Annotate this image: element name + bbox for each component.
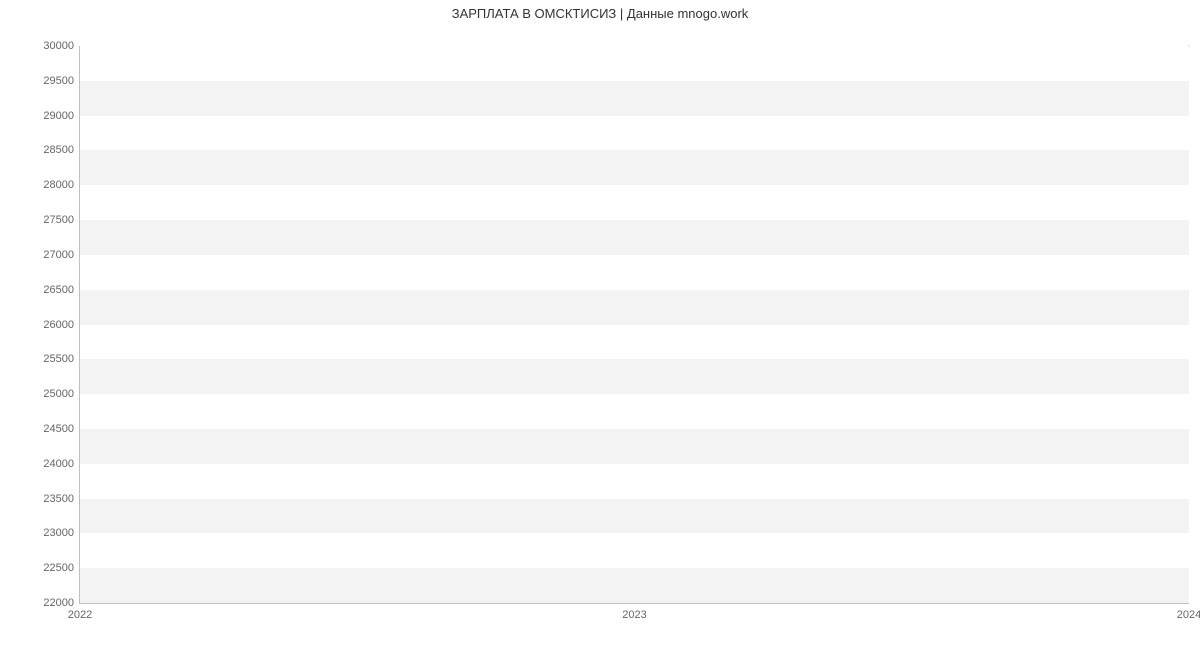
grid-band [80, 220, 1189, 255]
grid-band [80, 185, 1189, 220]
plot-area: 2200022500230002350024000245002500025500… [79, 46, 1189, 604]
y-tick-label: 25500 [43, 353, 74, 365]
y-tick-label: 23500 [43, 493, 74, 505]
grid-band [80, 290, 1189, 325]
grid-band [80, 464, 1189, 499]
y-tick-label: 22000 [43, 597, 74, 609]
y-tick-label: 27000 [43, 249, 74, 261]
y-tick-label: 30000 [43, 40, 74, 52]
y-tick-label: 27500 [43, 214, 74, 226]
y-tick-label: 29500 [43, 75, 74, 87]
y-tick-label: 26000 [43, 319, 74, 331]
y-tick-label: 23000 [43, 527, 74, 539]
grid-band [80, 116, 1189, 151]
y-tick-label: 22500 [43, 562, 74, 574]
grid-band [80, 429, 1189, 464]
grid-band [80, 325, 1189, 360]
grid-band [80, 359, 1189, 394]
y-tick-label: 25000 [43, 388, 74, 400]
grid-band [80, 394, 1189, 429]
y-tick-label: 26500 [43, 284, 74, 296]
y-tick-label: 24500 [43, 423, 74, 435]
grid-band [80, 46, 1189, 81]
grid-band [80, 255, 1189, 290]
x-tick-label: 2023 [622, 609, 646, 621]
x-tick-label: 2024 [1177, 609, 1200, 621]
y-tick-label: 24000 [43, 458, 74, 470]
y-tick-label: 29000 [43, 110, 74, 122]
salary-chart: ЗАРПЛАТА В ОМСКТИСИЗ | Данные mnogo.work… [0, 0, 1200, 650]
y-tick-label: 28000 [43, 179, 74, 191]
grid-band [80, 81, 1189, 116]
y-tick-label: 28500 [43, 144, 74, 156]
grid-band [80, 533, 1189, 568]
chart-title: ЗАРПЛАТА В ОМСКТИСИЗ | Данные mnogo.work [0, 6, 1200, 21]
x-tick-label: 2022 [68, 609, 92, 621]
grid-band [80, 499, 1189, 534]
grid-band [80, 150, 1189, 185]
grid-band [80, 568, 1189, 603]
